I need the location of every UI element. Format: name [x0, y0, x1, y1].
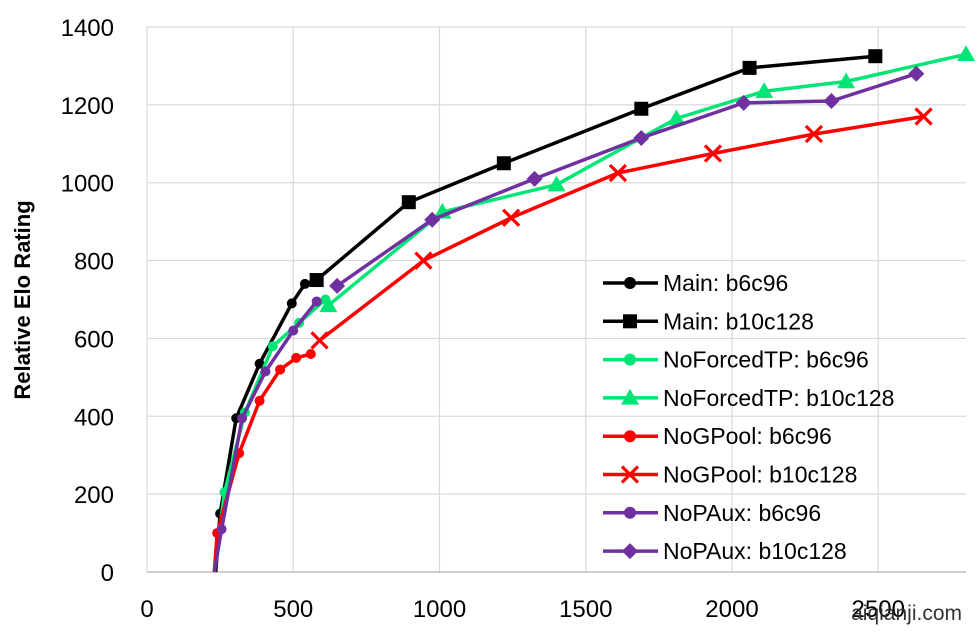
- data-point: [914, 107, 933, 126]
- data-point: [755, 82, 774, 98]
- legend-label: NoGPool: b10c128: [663, 462, 857, 488]
- data-point: [742, 60, 757, 75]
- watermark: aiqianji.com: [851, 602, 962, 625]
- data-point: [868, 49, 883, 64]
- data-point: [291, 352, 302, 363]
- data-point: [288, 325, 299, 336]
- y-tick-label: 1200: [61, 93, 114, 120]
- data-point: [299, 278, 310, 289]
- data-point: [633, 129, 650, 146]
- legend-label: NoForcedTP: b6c96: [663, 347, 869, 373]
- legend-entry: NoGPool: b6c96: [603, 423, 832, 449]
- series-1: [309, 49, 883, 288]
- data-point: [547, 175, 566, 192]
- data-point: [310, 331, 329, 350]
- y-tick-label: 1000: [61, 171, 114, 198]
- data-point: [237, 413, 248, 424]
- data-point: [496, 156, 511, 171]
- grid-lines: [146, 26, 966, 573]
- series-6: [212, 296, 322, 573]
- series-line: [212, 300, 318, 573]
- series-3: [319, 45, 975, 313]
- data-point: [621, 388, 639, 405]
- series-line: [327, 52, 967, 307]
- x-tick-label: 1500: [559, 596, 612, 623]
- data-point: [275, 364, 286, 375]
- data-point: [624, 277, 636, 289]
- x-tick-label: 2000: [705, 596, 758, 623]
- series-0: [213, 275, 322, 573]
- data-point: [823, 92, 840, 109]
- data-point: [624, 430, 636, 443]
- data-point: [260, 366, 271, 377]
- data-point: [254, 395, 265, 406]
- legend: Main: b6c96 Main: b10c128 NoForcedTP: b6c9…: [603, 270, 894, 564]
- legend-label: Main: b6c96: [663, 270, 788, 296]
- data-point: [311, 296, 322, 307]
- legend-label: NoForcedTP: b10c128: [663, 385, 894, 411]
- data-point: [620, 465, 640, 484]
- legend-entry: NoPAux: b6c96: [603, 500, 821, 526]
- y-tick-label: 400: [74, 404, 114, 431]
- legend-label: NoPAux: b6c96: [663, 500, 821, 526]
- legend-entry: NoPAux: b10c128: [603, 538, 847, 564]
- y-tick-label: 1400: [61, 15, 114, 42]
- data-point: [526, 170, 543, 187]
- legend-entry: Main: b6c96: [603, 270, 788, 296]
- data-point: [424, 211, 441, 228]
- legend-label: Main: b10c128: [663, 308, 814, 334]
- y-tick-label: 200: [74, 482, 114, 509]
- data-point: [624, 506, 636, 519]
- data-point: [401, 195, 416, 210]
- data-point: [305, 349, 316, 359]
- series-line: [212, 298, 327, 573]
- data-point: [804, 124, 824, 144]
- x-tick-label: 2500: [852, 596, 905, 623]
- data-point: [267, 341, 278, 352]
- data-point: [703, 144, 723, 163]
- x-tick-label: 500: [273, 596, 313, 623]
- y-tick-label: 800: [74, 249, 114, 276]
- y-tick-label: 0: [101, 560, 114, 587]
- y-tick-labels: 0 200 400 600 800 1000 1200 1400: [61, 15, 114, 587]
- data-point: [623, 314, 637, 329]
- data-point: [634, 101, 649, 116]
- x-tick-labels: 0 500 1000 1500 2000 2500: [140, 596, 905, 623]
- data-point: [622, 543, 638, 560]
- series-5: [310, 107, 933, 350]
- x-tick-label: 0: [140, 596, 153, 623]
- data-point: [309, 273, 324, 288]
- legend-label: NoPAux: b10c128: [663, 538, 847, 564]
- y-axis-label: Relative Elo Rating: [10, 200, 35, 399]
- data-point: [286, 298, 297, 309]
- legend-label: NoGPool: b6c96: [663, 423, 832, 449]
- y-tick-label: 600: [74, 326, 114, 353]
- legend-entry: NoGPool: b10c128: [603, 462, 857, 488]
- legend-entry: NoForcedTP: b6c96: [603, 347, 869, 373]
- series-lines: [212, 45, 975, 573]
- data-point: [957, 45, 975, 61]
- data-point: [735, 94, 752, 111]
- legend-entry: NoForcedTP: b10c128: [603, 385, 894, 411]
- series-line: [315, 54, 876, 282]
- data-point: [414, 251, 433, 270]
- legend-entry: Main: b10c128: [603, 308, 814, 334]
- data-point: [319, 296, 338, 313]
- data-point: [254, 358, 265, 369]
- x-tick-label: 1000: [413, 596, 466, 623]
- data-point: [608, 163, 628, 183]
- data-point: [329, 277, 346, 294]
- data-point: [837, 72, 856, 89]
- data-point: [624, 353, 636, 366]
- data-point: [216, 524, 227, 535]
- data-point: [502, 208, 521, 227]
- data-point: [908, 65, 925, 82]
- series-7: [329, 65, 925, 294]
- data-point: [667, 109, 686, 126]
